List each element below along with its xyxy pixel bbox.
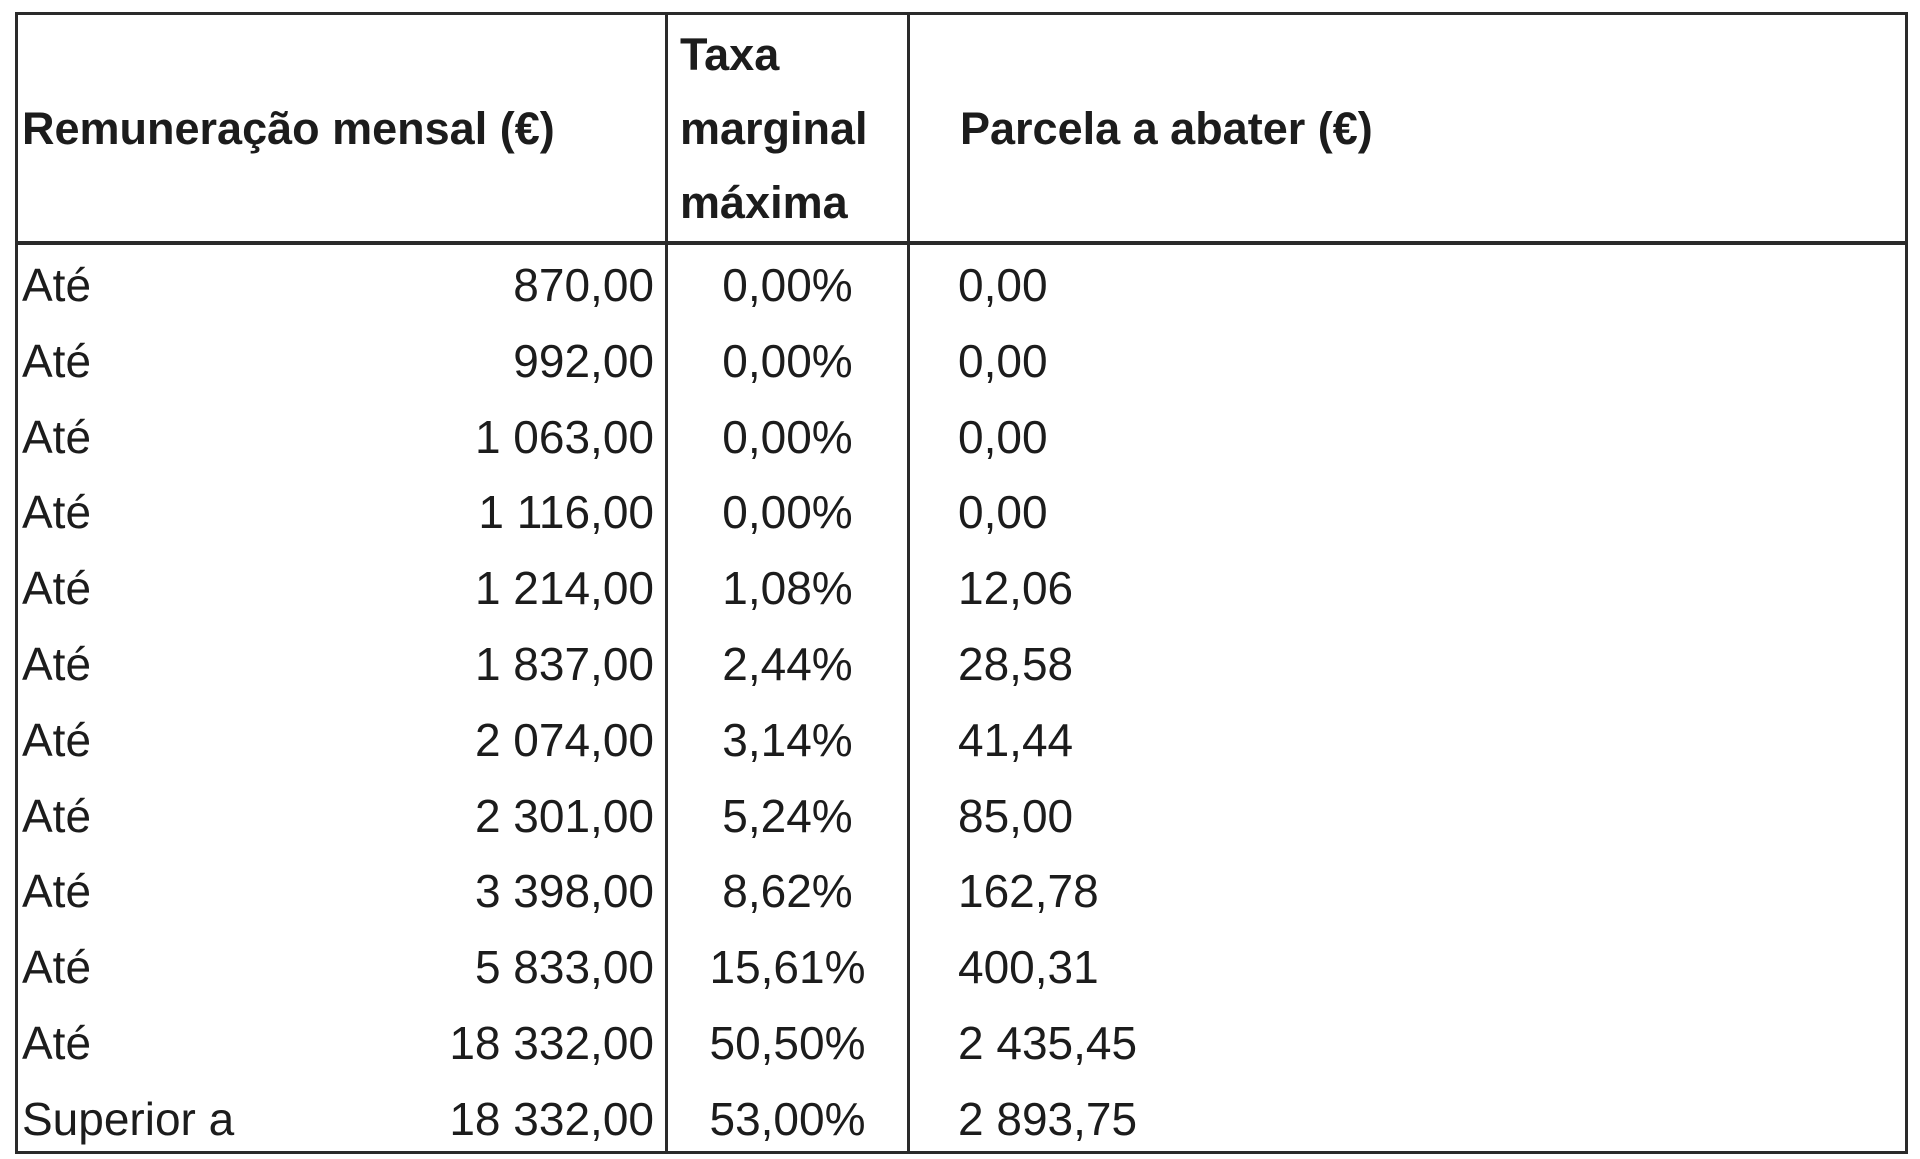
header-cell: Remuneração mensal (€) — [22, 103, 555, 154]
income-limit: 18 332,00 — [449, 1092, 654, 1145]
column-divider — [665, 12, 668, 1154]
deduction: 400,31 — [958, 941, 1099, 994]
deduction: 162,78 — [958, 865, 1099, 918]
bracket-label: Até — [22, 638, 92, 690]
border-bottom — [15, 1151, 1908, 1154]
bracket-label: Até — [22, 562, 92, 615]
income-limit: 18 332,00 — [449, 1017, 654, 1069]
deduction: 85,00 — [958, 789, 1074, 842]
income-limit: 3 398,00 — [474, 865, 654, 918]
deduction: 0,00 — [958, 334, 1048, 387]
bracket-label: Até — [22, 1017, 92, 1069]
income-limit: 1 063,00 — [474, 410, 654, 463]
bracket-label: Até — [22, 486, 92, 539]
deduction: 28,58 — [958, 638, 1074, 690]
income-limit: 2 301,00 — [474, 789, 654, 842]
income-limit: 1 837,00 — [474, 638, 654, 690]
border-right — [1905, 12, 1908, 1154]
bracket-label: Até — [22, 410, 92, 463]
deduction: 12,06 — [958, 562, 1074, 615]
bracket-label: Até — [22, 259, 92, 311]
bracket-label: Superior a — [22, 1092, 235, 1145]
marginal-rate: 53,00% — [709, 1092, 866, 1145]
marginal-rate: 2,44% — [722, 638, 853, 690]
bracket-label: Até — [22, 334, 92, 387]
bracket-label: Até — [22, 713, 92, 766]
bracket-label: Até — [22, 865, 92, 918]
deduction: 2 435,45 — [958, 1017, 1138, 1069]
marginal-rate: 0,00% — [722, 259, 853, 311]
deduction: 0,00 — [958, 259, 1048, 311]
income-limit: 2 074,00 — [474, 713, 654, 766]
marginal-rate: 0,00% — [722, 334, 853, 387]
deduction: 0,00 — [958, 486, 1048, 539]
income-limit: 5 833,00 — [474, 941, 654, 994]
marginal-rate: 50,50% — [709, 1017, 866, 1069]
header-cell: Parcela a abater (€) — [960, 103, 1373, 154]
income-limit: 1 116,00 — [478, 486, 654, 539]
deduction: 2 893,75 — [958, 1092, 1138, 1145]
marginal-rate: 0,00% — [722, 486, 853, 539]
header-cell: Taxa marginal máxima — [680, 29, 868, 228]
marginal-rate: 8,62% — [722, 865, 853, 918]
deduction: 0,00 — [958, 410, 1048, 463]
marginal-rate: 3,14% — [722, 713, 853, 766]
deduction: 41,44 — [958, 713, 1074, 766]
header-divider — [15, 241, 1908, 245]
column-divider — [907, 12, 910, 1154]
bracket-label: Até — [22, 941, 92, 994]
border-top — [15, 12, 1908, 15]
marginal-rate: 5,24% — [722, 789, 853, 842]
income-limit: 1 214,00 — [474, 562, 654, 615]
income-limit: 992,00 — [513, 334, 654, 387]
bracket-label: Até — [22, 789, 92, 842]
marginal-rate: 1,08% — [722, 562, 853, 615]
border-left — [15, 12, 18, 1154]
income-limit: 870,00 — [513, 259, 654, 311]
marginal-rate: 15,61% — [709, 941, 866, 994]
marginal-rate: 0,00% — [722, 410, 853, 463]
